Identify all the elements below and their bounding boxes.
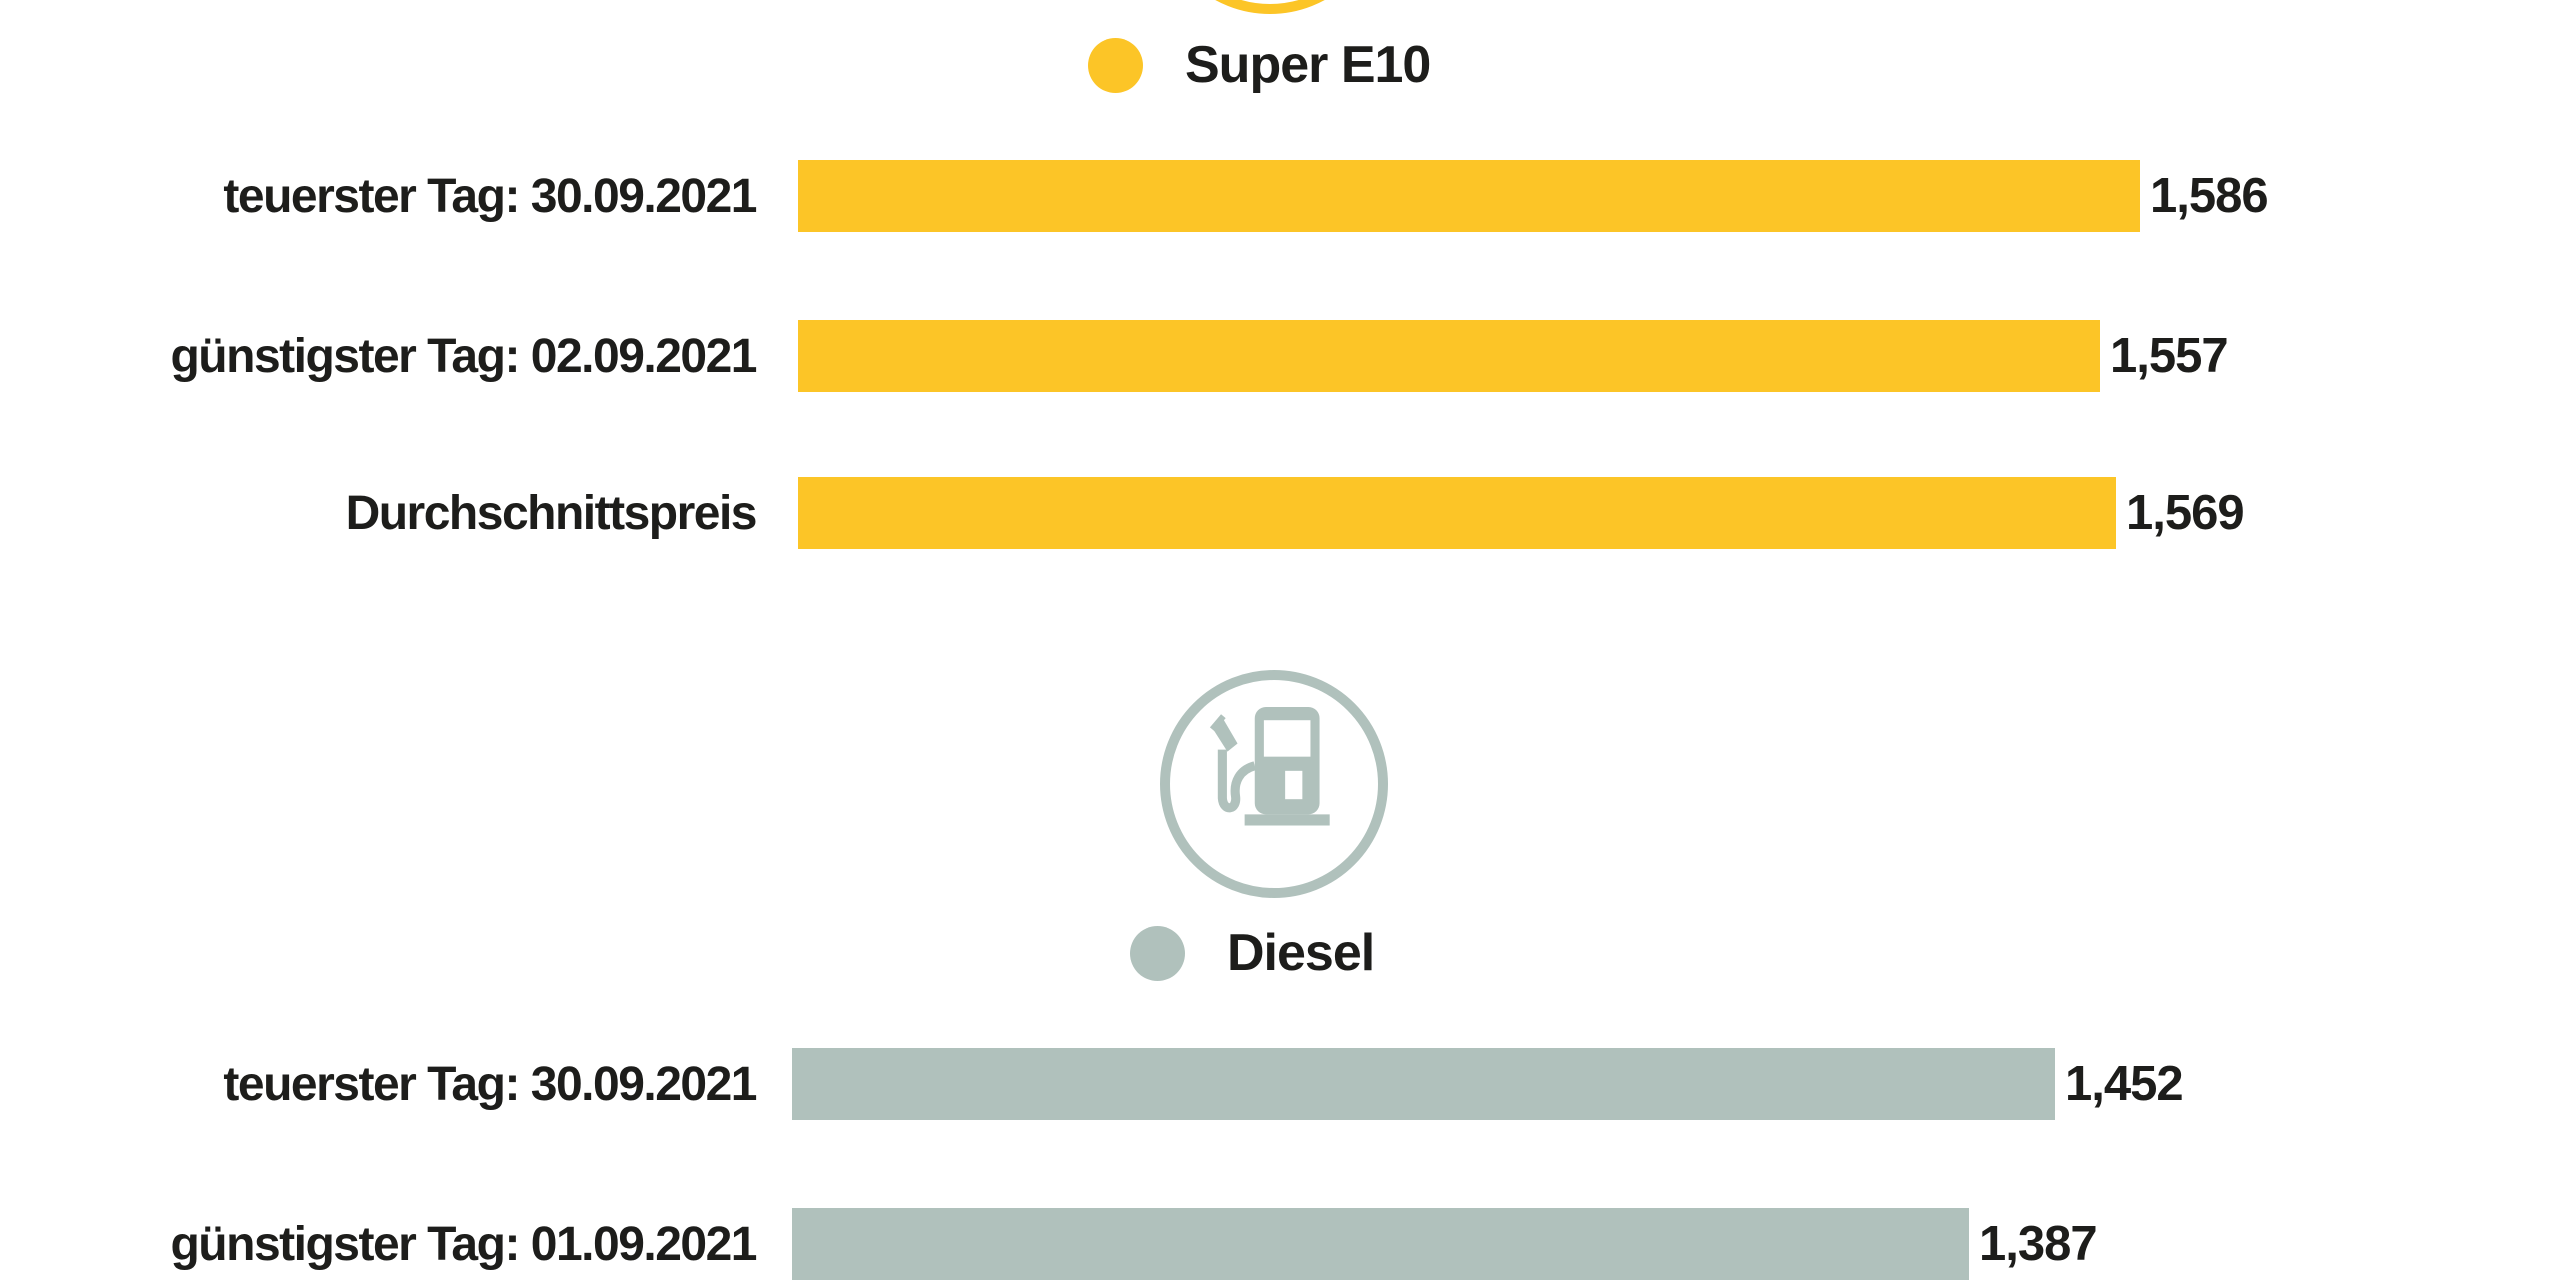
fuel-pump-icon (1209, 707, 1330, 826)
row-label: günstigster Tag: 02.09.2021 (170, 329, 757, 383)
row-label: günstigster Tag: 01.09.2021 (170, 1217, 757, 1271)
value-label: 1,569 (2126, 486, 2245, 540)
value-label: 1,387 (1979, 1217, 2098, 1271)
legend-label: Diesel (1227, 924, 1375, 982)
row-label: teuerster Tag: 30.09.2021 (223, 169, 757, 223)
value-bar (798, 160, 2140, 232)
row-label: Durchschnittspreis (345, 486, 758, 540)
fuel-pump-circle-icon-super (1156, 0, 1384, 14)
value-bar (792, 1048, 2055, 1120)
bar-row: günstigster Tag: 02.09.2021 1,557 (0, 320, 2560, 392)
value-label: 1,452 (2065, 1057, 2184, 1111)
value-bar (792, 1208, 1969, 1280)
legend-dot-icon (1088, 37, 1143, 93)
value-bar (798, 320, 2100, 392)
legend-dot-icon (1130, 925, 1185, 981)
legend-super-e10: Super E10 (1088, 35, 1431, 95)
legend-label: Super E10 (1185, 36, 1431, 94)
bar-row: teuerster Tag: 30.09.2021 1,586 (0, 160, 2560, 232)
legend-diesel: Diesel (1130, 923, 1375, 983)
bar-row: günstigster Tag: 01.09.2021 1,387 (0, 1208, 2560, 1280)
bar-row: Durchschnittspreis 1,569 (0, 477, 2560, 549)
value-label: 1,557 (2110, 329, 2229, 383)
value-bar (798, 477, 2116, 549)
fuel-pump-circle-icon-diesel (1160, 670, 1388, 898)
row-label: teuerster Tag: 30.09.2021 (223, 1057, 757, 1111)
bar-row: teuerster Tag: 30.09.2021 1,452 (0, 1048, 2560, 1120)
value-label: 1,586 (2150, 169, 2269, 223)
